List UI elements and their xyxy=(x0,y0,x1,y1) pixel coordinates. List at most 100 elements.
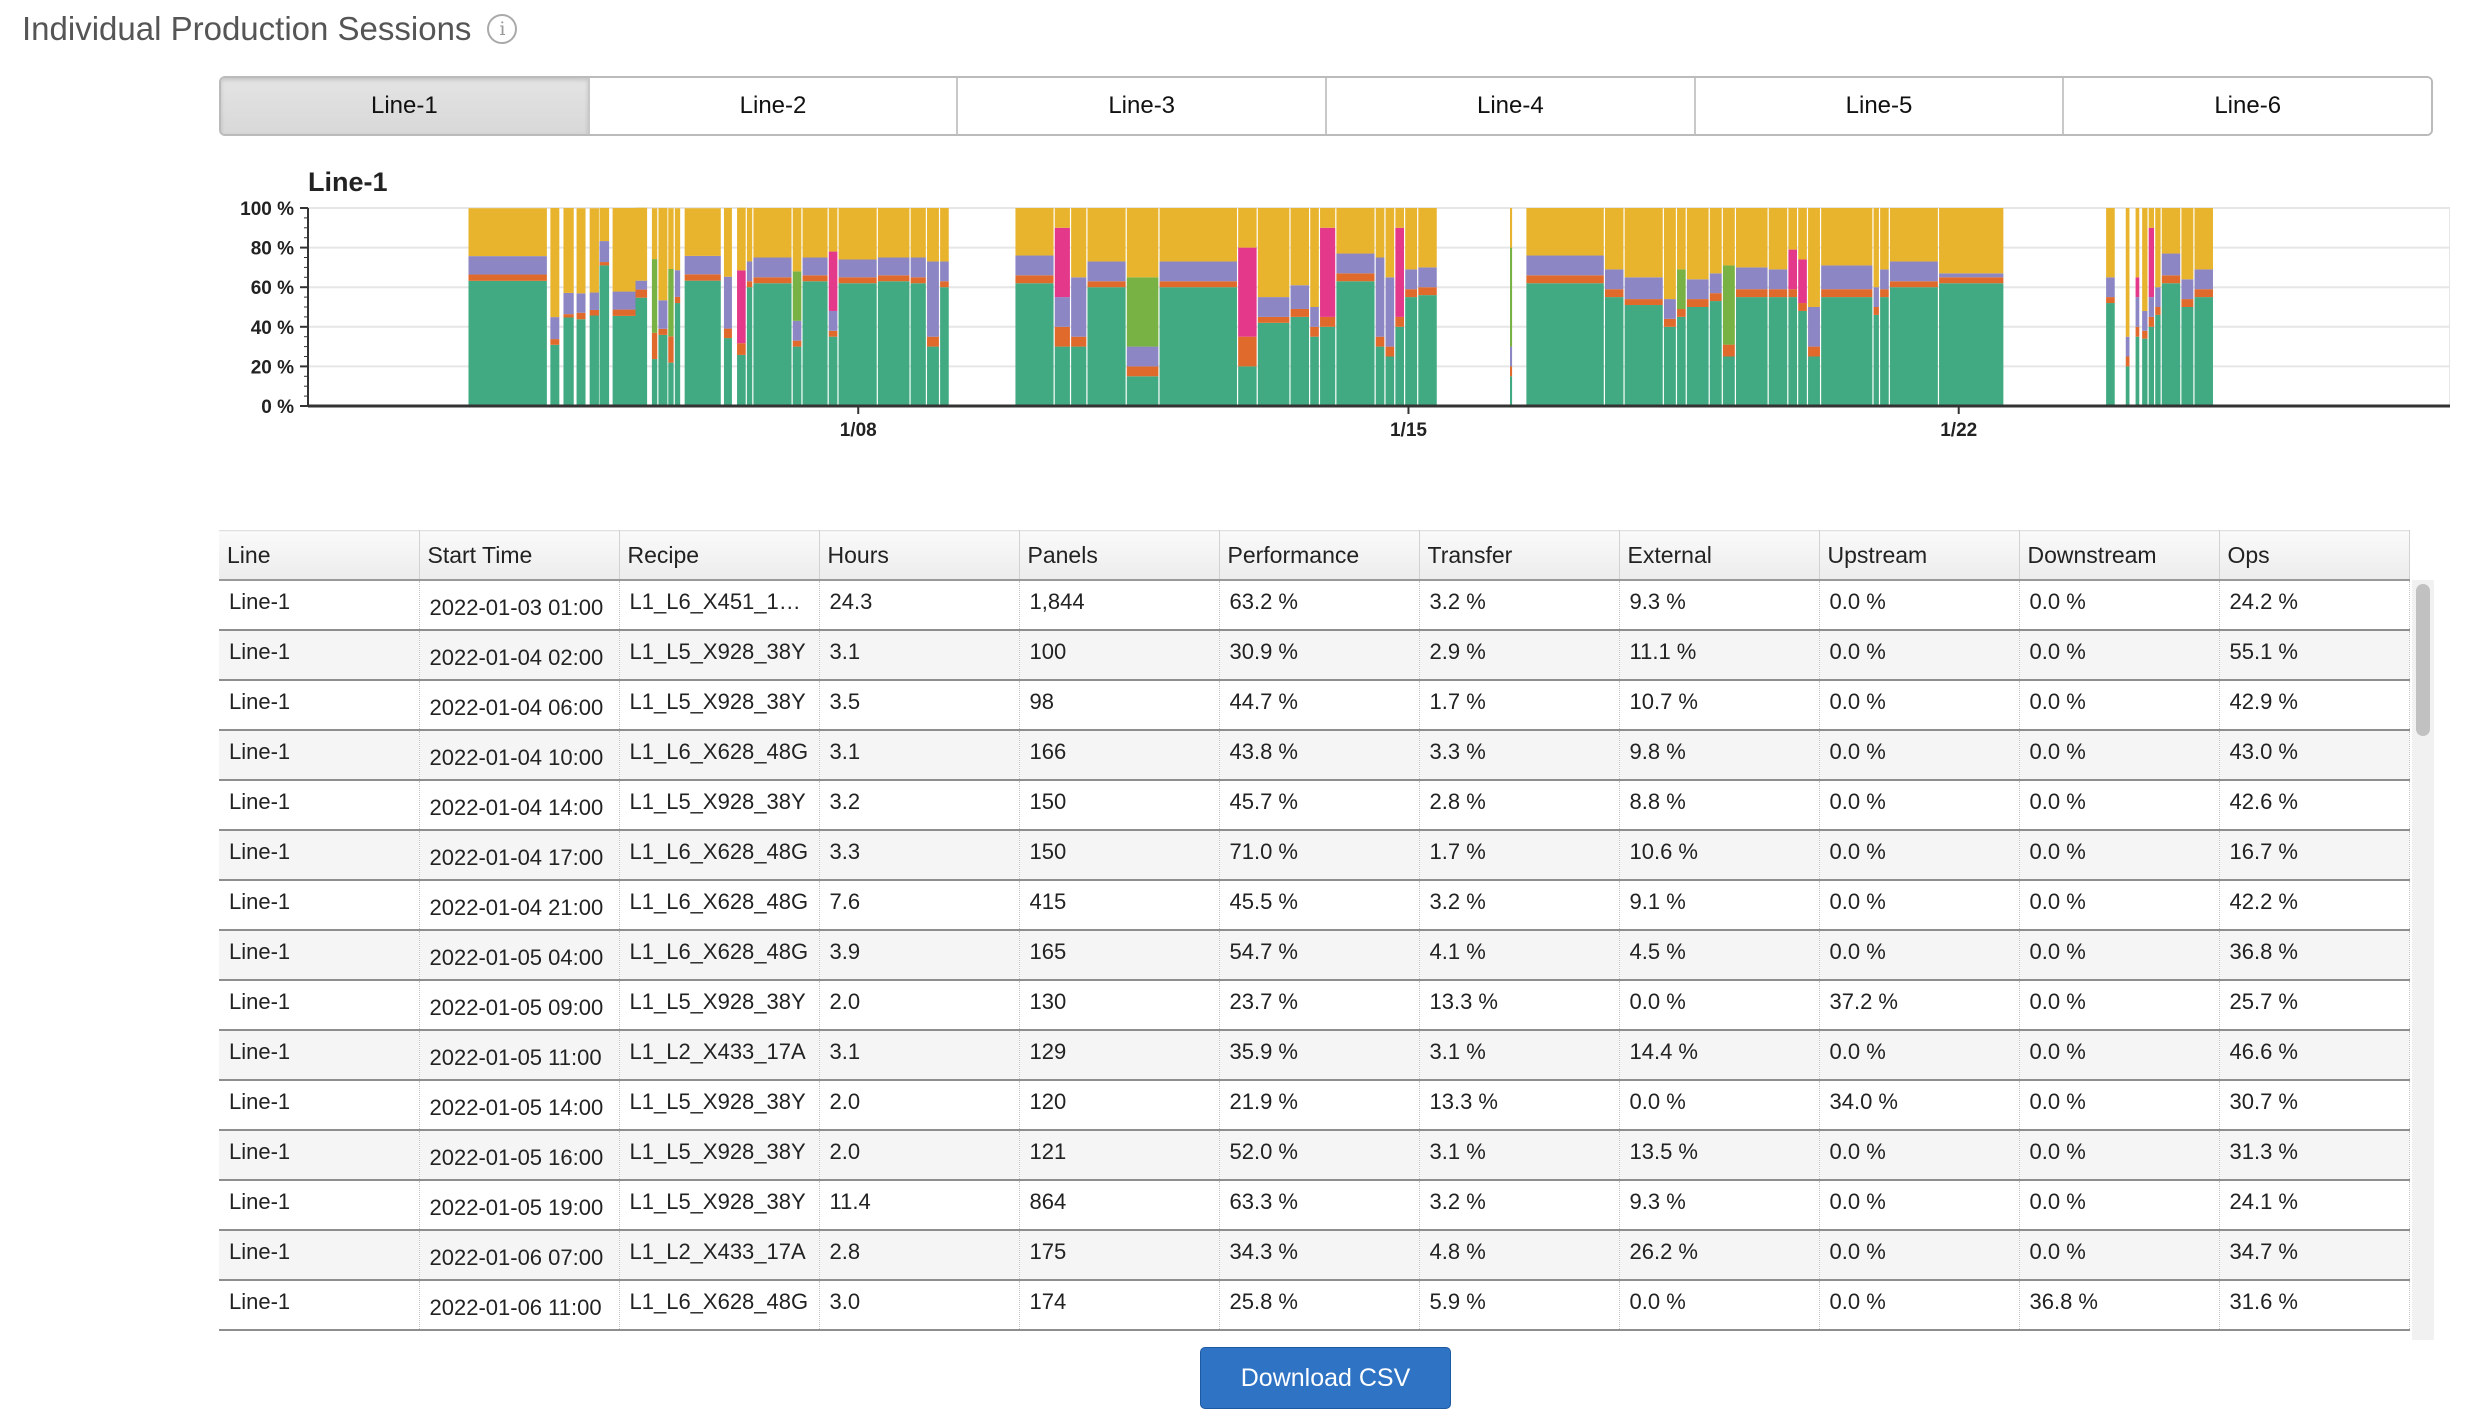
bar-segment-performance[interactable] xyxy=(1087,287,1126,406)
bar-segment-external[interactable] xyxy=(2106,277,2115,298)
bar-segment-ops[interactable] xyxy=(1405,208,1418,270)
bar-segment-performance[interactable] xyxy=(635,297,648,406)
bar-segment-downstream[interactable] xyxy=(2135,277,2140,298)
bar-segment-external[interactable] xyxy=(1054,297,1070,327)
bar-segment-external[interactable] xyxy=(1880,269,1889,290)
bar-segment-performance[interactable] xyxy=(599,265,610,406)
bar-segment-external[interactable] xyxy=(1526,255,1604,276)
tab-line-1[interactable]: Line-1 xyxy=(221,78,590,134)
bar-segment-ops[interactable] xyxy=(753,208,792,258)
bar-segment-transfer[interactable] xyxy=(1015,275,1054,284)
bar-segment-ops[interactable] xyxy=(599,208,610,242)
bar-segment-transfer[interactable] xyxy=(1873,307,1879,315)
bar-segment-ops[interactable] xyxy=(1054,208,1070,228)
bar-segment-performance[interactable] xyxy=(658,334,668,406)
bar-segment-external[interactable] xyxy=(1385,277,1395,347)
bar-segment-performance[interactable] xyxy=(589,315,599,406)
bar-segment-transfer[interactable] xyxy=(828,330,838,337)
bar-segment-transfer[interactable] xyxy=(1709,293,1722,302)
bar-segment-downstream[interactable] xyxy=(1320,227,1336,317)
column-header-start-time[interactable]: Start Time xyxy=(419,530,620,581)
bar-segment-transfer[interactable] xyxy=(1677,308,1686,317)
bar-segment-transfer[interactable] xyxy=(1686,299,1709,307)
bar-segment-ops[interactable] xyxy=(550,208,560,318)
bar-segment-downstream[interactable] xyxy=(1798,259,1807,304)
bar-segment-external[interactable] xyxy=(746,261,753,282)
bar-segment-performance[interactable] xyxy=(1808,356,1820,407)
bar-segment-performance[interactable] xyxy=(1939,283,2004,406)
bar-segment-external[interactable] xyxy=(1889,261,1938,282)
bar-segment-ops[interactable] xyxy=(1238,208,1257,248)
bar-segment-ops[interactable] xyxy=(1015,208,1054,256)
bar-segment-performance[interactable] xyxy=(1604,297,1624,406)
bar-segment-performance[interactable] xyxy=(737,354,746,406)
bar-segment-ops[interactable] xyxy=(1624,208,1663,278)
bar-segment-performance[interactable] xyxy=(1768,297,1788,406)
column-header-line[interactable]: Line xyxy=(219,530,420,581)
bar-segment-transfer[interactable] xyxy=(1663,318,1676,327)
table-row[interactable]: Line-1 2022-01-05 19:00 L1_L5_X928_38Y 11.4… xyxy=(219,1180,2410,1231)
bar-segment-ops[interactable] xyxy=(1722,208,1735,266)
tab-line-5[interactable]: Line-5 xyxy=(1695,78,2065,134)
column-header-panels[interactable]: Panels xyxy=(1019,530,1220,581)
bar-segment-transfer[interactable] xyxy=(1510,366,1513,377)
table-row[interactable]: Line-1 2022-01-05 11:00 L1_L2_X433_17A 3.1 1… xyxy=(219,1030,2410,1081)
bar-segment-transfer[interactable] xyxy=(2135,326,2140,337)
bar-segment-ops[interactable] xyxy=(589,208,599,293)
bar-segment-external[interactable] xyxy=(1290,285,1310,309)
bar-segment-transfer[interactable] xyxy=(2161,275,2181,284)
bar-segment-performance[interactable] xyxy=(1159,287,1237,406)
bar-segment-transfer[interactable] xyxy=(2142,330,2148,339)
bar-segment-transfer[interactable] xyxy=(684,274,721,281)
table-scrollbar[interactable] xyxy=(2412,580,2434,1340)
bar-segment-external[interactable] xyxy=(1257,297,1290,317)
table-row[interactable]: Line-1 2022-01-03 01:00 L1_L6_X451_10M_ 24.… xyxy=(219,580,2410,631)
bar-segment-external[interactable] xyxy=(1087,261,1126,282)
bar-segment-ops[interactable] xyxy=(1375,208,1385,258)
bar-segment-transfer[interactable] xyxy=(1939,277,2004,284)
table-row[interactable]: Line-1 2022-01-04 21:00 L1_L6_X628_48G 7.6 4… xyxy=(219,880,2410,931)
bar-segment-performance[interactable] xyxy=(684,280,721,406)
bar-segment-external[interactable] xyxy=(910,257,926,278)
bar-segment-ops[interactable] xyxy=(723,208,732,277)
bar-segment-performance[interactable] xyxy=(2135,336,2140,406)
bar-segment-ops[interactable] xyxy=(2135,208,2140,278)
bar-segment-performance[interactable] xyxy=(802,281,828,406)
bar-segment-transfer[interactable] xyxy=(792,340,802,347)
bar-segment-performance[interactable] xyxy=(1375,346,1385,406)
bar-segment-ops[interactable] xyxy=(2181,208,2194,280)
table-row[interactable]: Line-1 2022-01-05 16:00 L1_L5_X928_38Y 2.0 1… xyxy=(219,1130,2410,1181)
table-row[interactable]: Line-1 2022-01-06 11:00 L1_L6_X628_48G 3.0 1… xyxy=(219,1280,2410,1331)
bar-segment-ops[interactable] xyxy=(1320,208,1336,228)
bar-segment-transfer[interactable] xyxy=(576,312,586,320)
bar-segment-performance[interactable] xyxy=(1310,336,1319,406)
bar-segment-transfer[interactable] xyxy=(1290,308,1310,317)
bar-segment-performance[interactable] xyxy=(2142,338,2148,406)
bar-segment-transfer[interactable] xyxy=(468,274,547,281)
bar-segment-transfer[interactable] xyxy=(910,277,926,284)
bar-segment-ops[interactable] xyxy=(576,208,586,294)
bar-segment-transfer[interactable] xyxy=(612,309,637,316)
bar-segment-external[interactable] xyxy=(753,257,792,278)
bar-segment-performance[interactable] xyxy=(2155,314,2161,406)
bar-segment-ops[interactable] xyxy=(1677,208,1686,270)
bar-segment-ops[interactable] xyxy=(1257,208,1290,298)
table-row[interactable]: Line-1 2022-01-05 04:00 L1_L6_X628_48G 3.9 1… xyxy=(219,930,2410,981)
bar-segment-ops[interactable] xyxy=(838,208,877,260)
bar-segment-external[interactable] xyxy=(723,276,732,329)
bar-segment-transfer[interactable] xyxy=(2125,356,2130,367)
bar-segment-external[interactable] xyxy=(589,292,599,310)
bar-segment-external[interactable] xyxy=(1405,269,1418,290)
bar-segment-external[interactable] xyxy=(1159,261,1237,282)
bar-segment-downstream[interactable] xyxy=(2148,227,2155,298)
bar-segment-upstream[interactable] xyxy=(1510,247,1513,347)
bar-segment-ops[interactable] xyxy=(684,208,721,256)
bar-segment-transfer[interactable] xyxy=(1526,275,1604,284)
bar-segment-performance[interactable] xyxy=(877,281,910,406)
bar-segment-downstream[interactable] xyxy=(1238,247,1257,337)
bar-segment-ops[interactable] xyxy=(1418,208,1437,268)
bar-segment-external[interactable] xyxy=(1768,269,1788,290)
bar-segment-ops[interactable] xyxy=(1385,208,1395,278)
bar-segment-performance[interactable] xyxy=(2125,366,2130,406)
bar-segment-transfer[interactable] xyxy=(1624,299,1663,306)
